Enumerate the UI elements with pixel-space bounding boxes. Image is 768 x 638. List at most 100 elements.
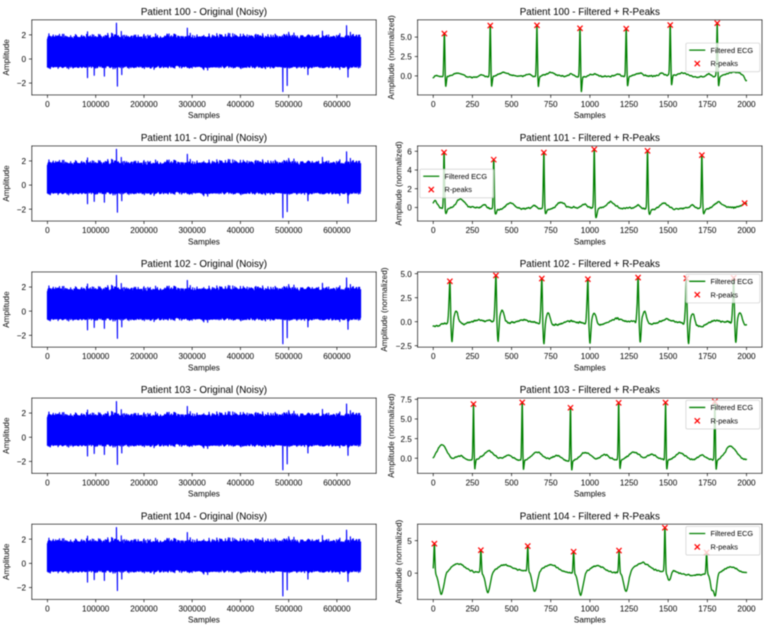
svg-text:Patient 101 - Filtered + R-Pea: Patient 101 - Filtered + R-Peaks bbox=[520, 133, 660, 144]
svg-text:0: 0 bbox=[45, 352, 50, 361]
svg-text:−2: −2 bbox=[17, 205, 27, 214]
svg-text:300000: 300000 bbox=[178, 478, 206, 487]
svg-text:600000: 600000 bbox=[323, 226, 351, 235]
svg-text:Patient 103 - Filtered + R-Pea: Patient 103 - Filtered + R-Peaks bbox=[520, 385, 660, 396]
svg-text:Samples: Samples bbox=[188, 489, 220, 498]
svg-text:400000: 400000 bbox=[227, 352, 255, 361]
svg-text:400000: 400000 bbox=[227, 478, 255, 487]
svg-text:300000: 300000 bbox=[178, 604, 206, 613]
svg-text:600000: 600000 bbox=[323, 352, 351, 361]
svg-text:200000: 200000 bbox=[130, 100, 158, 109]
svg-text:500000: 500000 bbox=[275, 100, 303, 109]
svg-text:2: 2 bbox=[22, 409, 27, 418]
svg-text:400000: 400000 bbox=[227, 226, 255, 235]
svg-text:750: 750 bbox=[544, 100, 558, 109]
svg-text:Amplitude: Amplitude bbox=[2, 417, 11, 454]
svg-text:1250: 1250 bbox=[620, 226, 639, 235]
svg-text:Patient 102 - Filtered + R-Pea: Patient 102 - Filtered + R-Peaks bbox=[520, 259, 660, 270]
svg-text:2.5: 2.5 bbox=[400, 435, 412, 444]
svg-text:R-peaks: R-peaks bbox=[711, 416, 739, 425]
svg-text:Samples: Samples bbox=[574, 111, 606, 120]
svg-text:Amplitude: Amplitude bbox=[2, 543, 11, 580]
svg-text:Filtered ECG: Filtered ECG bbox=[711, 403, 754, 412]
svg-text:0: 0 bbox=[431, 352, 436, 361]
svg-text:200000: 200000 bbox=[130, 226, 158, 235]
svg-text:Patient 104 - Original (Noisy): Patient 104 - Original (Noisy) bbox=[141, 511, 267, 522]
svg-text:Amplitude (normalized): Amplitude (normalized) bbox=[387, 15, 396, 99]
svg-text:2: 2 bbox=[22, 283, 27, 292]
svg-text:500000: 500000 bbox=[275, 604, 303, 613]
svg-text:200000: 200000 bbox=[130, 478, 158, 487]
svg-text:R-peaks: R-peaks bbox=[445, 185, 473, 194]
svg-text:200000: 200000 bbox=[130, 352, 158, 361]
svg-text:0: 0 bbox=[22, 181, 27, 190]
svg-text:2000: 2000 bbox=[737, 352, 756, 361]
svg-text:0: 0 bbox=[431, 604, 436, 613]
svg-text:−2.5: −2.5 bbox=[396, 342, 413, 351]
svg-text:600000: 600000 bbox=[323, 100, 351, 109]
svg-text:2: 2 bbox=[22, 157, 27, 166]
svg-text:Amplitude (normalized): Amplitude (normalized) bbox=[380, 267, 389, 351]
svg-text:1000: 1000 bbox=[581, 100, 600, 109]
svg-text:1750: 1750 bbox=[698, 100, 717, 109]
svg-text:Amplitude: Amplitude bbox=[2, 39, 11, 76]
svg-text:Samples: Samples bbox=[574, 489, 606, 498]
svg-text:1000: 1000 bbox=[581, 604, 600, 613]
svg-text:1250: 1250 bbox=[620, 100, 639, 109]
svg-text:500000: 500000 bbox=[275, 226, 303, 235]
svg-text:0: 0 bbox=[22, 307, 27, 316]
svg-text:250: 250 bbox=[466, 226, 480, 235]
svg-text:1250: 1250 bbox=[620, 604, 639, 613]
svg-text:Samples: Samples bbox=[188, 237, 220, 246]
svg-text:600000: 600000 bbox=[323, 604, 351, 613]
svg-text:0: 0 bbox=[45, 100, 50, 109]
svg-text:2000: 2000 bbox=[737, 604, 756, 613]
svg-text:1500: 1500 bbox=[659, 100, 678, 109]
svg-text:1250: 1250 bbox=[620, 352, 639, 361]
svg-text:500: 500 bbox=[505, 226, 519, 235]
svg-text:Samples: Samples bbox=[188, 616, 220, 625]
svg-text:1750: 1750 bbox=[698, 352, 717, 361]
svg-text:250: 250 bbox=[466, 604, 480, 613]
svg-text:300000: 300000 bbox=[178, 100, 206, 109]
svg-text:0: 0 bbox=[45, 604, 50, 613]
svg-text:1750: 1750 bbox=[698, 478, 717, 487]
svg-text:2000: 2000 bbox=[737, 100, 756, 109]
svg-text:Patient 100 - Original (Noisy): Patient 100 - Original (Noisy) bbox=[141, 7, 267, 18]
svg-text:Amplitude (normalized): Amplitude (normalized) bbox=[387, 393, 396, 477]
svg-text:5.0: 5.0 bbox=[400, 270, 412, 279]
svg-text:750: 750 bbox=[544, 352, 558, 361]
svg-text:500: 500 bbox=[505, 478, 519, 487]
svg-text:0: 0 bbox=[431, 478, 436, 487]
svg-text:1000: 1000 bbox=[581, 352, 600, 361]
svg-text:0: 0 bbox=[431, 100, 436, 109]
svg-text:100000: 100000 bbox=[82, 478, 110, 487]
svg-text:100000: 100000 bbox=[82, 352, 110, 361]
svg-text:R-peaks: R-peaks bbox=[711, 290, 739, 299]
svg-text:1500: 1500 bbox=[659, 226, 678, 235]
svg-text:100000: 100000 bbox=[82, 100, 110, 109]
svg-text:Samples: Samples bbox=[188, 111, 220, 120]
svg-text:Filtered ECG: Filtered ECG bbox=[711, 46, 754, 55]
svg-text:750: 750 bbox=[544, 478, 558, 487]
svg-text:−2: −2 bbox=[17, 331, 27, 340]
svg-text:Filtered ECG: Filtered ECG bbox=[711, 529, 754, 538]
svg-text:0: 0 bbox=[45, 478, 50, 487]
svg-text:5.0: 5.0 bbox=[400, 33, 412, 42]
svg-text:500000: 500000 bbox=[275, 478, 303, 487]
svg-text:250: 250 bbox=[466, 352, 480, 361]
svg-text:2000: 2000 bbox=[737, 226, 756, 235]
svg-text:500: 500 bbox=[505, 352, 519, 361]
svg-text:−2: −2 bbox=[17, 79, 27, 88]
svg-text:0: 0 bbox=[431, 226, 436, 235]
svg-text:600000: 600000 bbox=[323, 478, 351, 487]
svg-text:1750: 1750 bbox=[698, 226, 717, 235]
svg-text:R-peaks: R-peaks bbox=[711, 543, 739, 552]
svg-text:250: 250 bbox=[466, 478, 480, 487]
svg-text:Filtered ECG: Filtered ECG bbox=[711, 277, 754, 286]
svg-text:−2: −2 bbox=[17, 458, 27, 467]
svg-text:Amplitude (normalized): Amplitude (normalized) bbox=[395, 141, 404, 225]
svg-text:Patient 103 - Original (Noisy): Patient 103 - Original (Noisy) bbox=[141, 385, 267, 396]
svg-text:5: 5 bbox=[407, 537, 412, 546]
svg-text:2.5: 2.5 bbox=[400, 294, 412, 303]
